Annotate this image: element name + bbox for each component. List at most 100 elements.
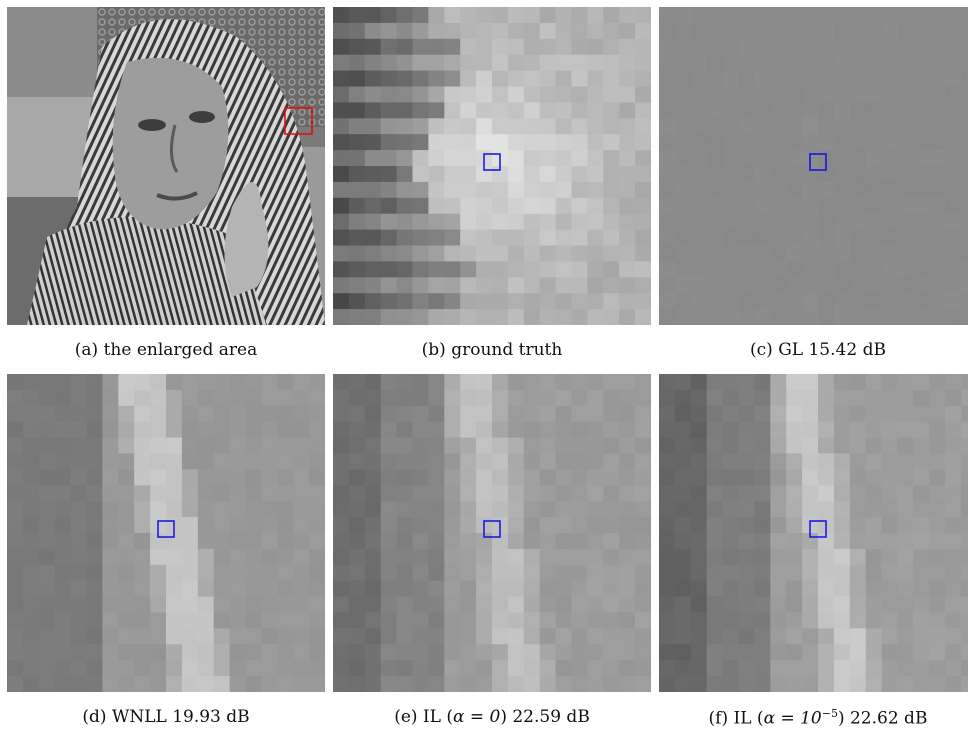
pixel-block [396,389,414,407]
pixel-block [635,7,651,24]
pixel-block [54,453,72,470]
ground-truth-image [333,7,651,325]
pixel-block [523,485,541,502]
pixel-block [865,421,883,439]
pixel-block [603,533,620,550]
pixel-block [929,533,946,550]
pixel-block [460,166,477,183]
pixel-block [507,213,525,231]
pixel-block [722,70,740,88]
pixel-block [38,660,56,677]
pixel-block [587,374,604,391]
pixel-block [507,86,525,103]
pixel-block [849,564,867,582]
pixel-block [380,453,398,470]
pixel-block [802,374,819,391]
pixel-block [476,596,493,614]
pixel-block [229,421,247,439]
pixel-block [571,293,588,310]
pixel-block [229,596,247,614]
pixel-block [54,469,72,486]
pixel-block [380,309,398,325]
pixel-block [833,166,851,183]
pixel-block [476,612,493,629]
pixel-block [770,118,787,135]
pixel-block [833,421,851,439]
pixel-block [364,7,382,24]
pixel-block [118,644,135,661]
pixel-block [333,118,350,135]
pixel-block [833,517,851,534]
pixel-block [913,676,930,692]
pixel-block [802,405,819,423]
pixel-block [102,548,119,566]
pixel-block [802,102,819,119]
pixel-block [865,293,883,310]
pixel-block [802,676,819,692]
pixel-block [587,70,604,88]
pixel-block [38,469,56,486]
pixel-block [897,245,914,262]
pixel-block [539,612,557,629]
pixel-block [571,405,588,423]
pixel-block [635,86,651,103]
pixel-block [460,22,477,40]
pixel-block [754,7,771,24]
pixel-block [706,245,724,262]
pixel-block [460,389,477,407]
pixel-block [770,213,787,231]
pixel-block [881,612,899,629]
pixel-block [70,596,88,614]
pixel-block [444,421,461,439]
pixel-block [476,374,493,391]
pixel-block [555,181,573,199]
pixel-block [945,166,962,183]
pixel-block [945,118,962,135]
pixel-block [118,501,135,518]
pixel-block [929,293,946,310]
pixel-block [277,644,294,661]
pixel-block [635,660,651,677]
pixel-block [690,405,708,423]
pixel-block [659,7,676,24]
pixel-block [961,181,968,199]
pixel-block [118,660,135,677]
pixel-block [945,612,962,629]
pixel-block [961,596,968,614]
caption-e: (e) IL (α = 0) 22.59 dB [333,707,651,727]
pixel-block [261,548,278,566]
pixel-block [181,405,199,423]
pixel-block [865,644,883,661]
pixel-block [539,197,557,215]
pixel-block [476,469,493,486]
pixel-block [897,564,914,582]
pixel-block [134,501,151,518]
pixel-block [523,102,541,119]
pixel-block [333,86,350,103]
pixel-block [507,485,525,502]
pixel-block [539,245,557,262]
pixel-block [833,548,851,566]
pixel-block [881,86,899,103]
pixel-block [166,421,183,439]
pixel-block [738,134,755,151]
pixel-block [961,213,968,231]
pixel-block [134,389,151,407]
pixel-block [181,517,199,534]
pixel-block [674,102,692,119]
pixel-block [659,134,676,151]
pixel-block [738,7,755,24]
pixel-block [786,453,803,470]
pixel-block [245,596,262,614]
pixel-block [619,628,636,645]
pixel-block [539,213,557,231]
pixel-block [333,660,350,677]
pixel-block [396,644,414,661]
pixel-block [348,580,366,598]
pixel-block [897,7,914,24]
pixel-block [802,277,819,294]
pixel-block [849,150,867,167]
pixel-block [396,150,414,167]
pixel-block [786,102,803,119]
pixel-block [786,70,803,88]
